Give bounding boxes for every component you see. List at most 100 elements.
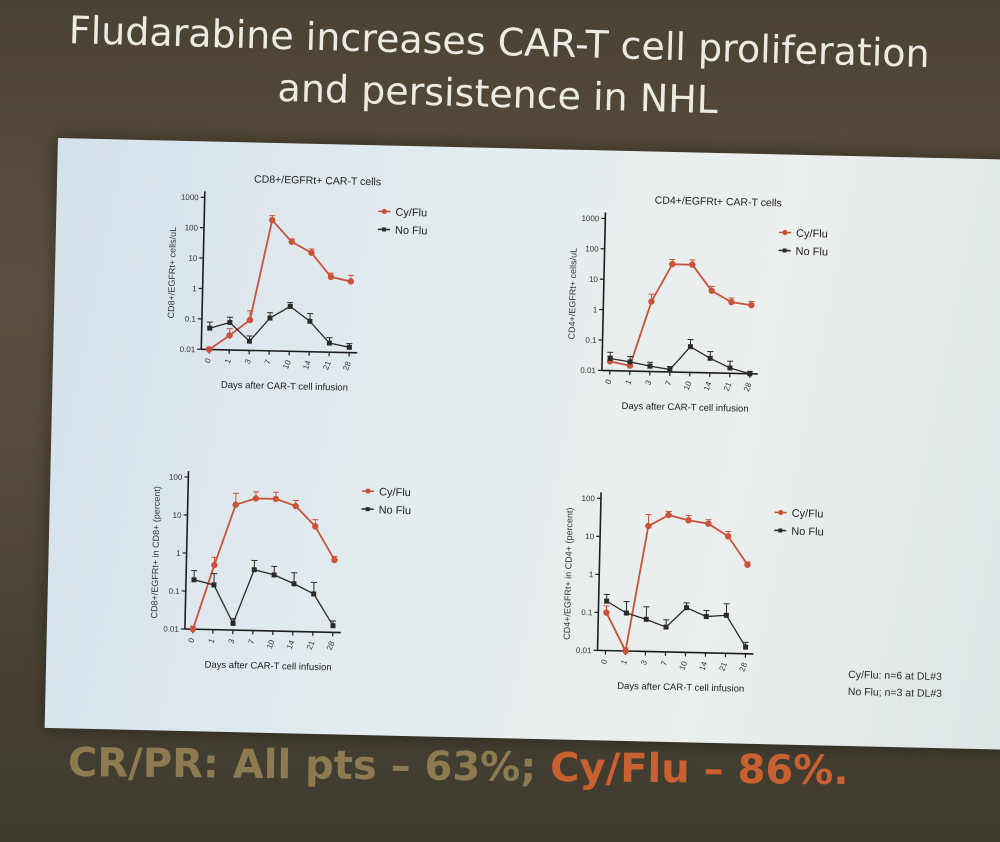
y-tick-label: 1000	[581, 214, 600, 223]
x-axis	[201, 348, 358, 354]
chart-cd8-cells-per-ul: CD8+/EGFRt+ CAR-T cells0.010.11101001000…	[166, 173, 428, 394]
data-point-no-flu	[267, 315, 273, 321]
y-tick-label: 1000	[181, 193, 200, 202]
chart-cd4-cells-per-ul: CD4+/EGFRt+ CAR-T cells0.010.11101001000…	[567, 195, 829, 415]
data-point-no-flu	[211, 582, 217, 588]
x-tick-label: 21	[305, 639, 317, 651]
data-point-cy-flu	[685, 517, 692, 524]
y-tick-label: 10	[172, 511, 182, 520]
data-point-no-flu	[643, 616, 649, 622]
slide-title: Fludarabine increases CAR-T cell prolife…	[0, 2, 1000, 134]
x-axis	[597, 649, 754, 655]
x-tick-label: 10	[281, 358, 293, 370]
data-point-cy-flu	[292, 502, 299, 510]
x-axis-label: Days after CAR-T cell infusion	[221, 380, 348, 394]
data-point-no-flu	[604, 598, 610, 604]
data-point-no-flu	[207, 325, 213, 331]
y-axis	[184, 471, 190, 630]
footnote-line-2: No Flu; n=3 at DL#3	[847, 685, 943, 701]
data-point-cy-flu	[347, 278, 355, 285]
legend-marker	[778, 509, 784, 516]
series-line-cy-flu	[192, 497, 336, 630]
y-axis-label: CD4+/EGFRt+ in CD4+ (percent)	[562, 507, 575, 640]
x-tick-label: 3	[243, 357, 253, 365]
series-line-no-flu	[610, 345, 751, 375]
data-point-cy-flu	[689, 261, 696, 268]
chart-title: CD8+/EGFRt+ CAR-T cells	[254, 173, 381, 188]
x-tick-label: 28	[341, 360, 353, 372]
data-point-cy-flu	[708, 287, 715, 295]
x-tick-label: 7	[659, 659, 669, 667]
data-point-no-flu	[191, 577, 197, 583]
y-tick-label: 0.01	[580, 366, 596, 375]
x-axis-label: Days after CAR-T cell infusion	[204, 659, 331, 673]
x-tick-label: 0	[187, 636, 197, 644]
legend-marker	[782, 248, 787, 253]
data-point-no-flu	[251, 567, 257, 573]
data-point-no-flu	[703, 614, 709, 620]
data-point-no-flu	[723, 612, 729, 618]
series-line-no-flu	[193, 568, 334, 627]
y-axis	[601, 212, 607, 371]
data-point-cy-flu	[669, 261, 676, 268]
data-point-no-flu	[727, 365, 733, 371]
data-point-no-flu	[683, 605, 690, 611]
legend-label-cy-flu: Cy/Flu	[796, 228, 828, 241]
legend-label-no-flu: No Flu	[795, 246, 828, 259]
data-point-cy-flu	[268, 216, 276, 224]
data-point-cy-flu	[744, 561, 751, 568]
x-axis-label: Days after CAR-T cell infusion	[621, 401, 748, 415]
data-point-no-flu	[307, 318, 313, 324]
legend-marker	[365, 507, 370, 512]
response-rate-text: CR/PR: All pts – 63%; Cy/Flu – 86%.	[68, 740, 849, 794]
data-point-cy-flu	[665, 511, 672, 519]
legend-marker	[782, 229, 788, 236]
series-line-cy-flu	[605, 514, 749, 654]
data-point-no-flu	[326, 340, 332, 346]
data-point-cy-flu	[272, 495, 280, 503]
y-tick-label: 100	[581, 494, 595, 503]
data-point-cy-flu	[246, 316, 254, 324]
data-point-no-flu	[623, 610, 629, 616]
y-tick-label: 1	[593, 305, 598, 314]
data-point-cy-flu	[648, 298, 655, 305]
data-point-no-flu	[311, 591, 317, 597]
response-rate-all: CR/PR: All pts – 63%;	[67, 739, 537, 791]
legend-marker	[778, 528, 783, 533]
x-tick-label: 21	[722, 380, 734, 392]
y-tick-label: 10	[188, 254, 198, 263]
data-point-no-flu	[291, 581, 297, 587]
data-point-cy-flu	[211, 561, 218, 569]
legend-marker	[381, 208, 388, 215]
data-point-cy-flu	[308, 249, 315, 257]
x-tick-label: 3	[227, 637, 237, 645]
y-tick-label: 0.01	[180, 345, 196, 354]
x-tick-label: 0	[203, 356, 213, 364]
data-point-no-flu	[747, 371, 753, 377]
data-point-cy-flu	[645, 522, 652, 530]
y-tick-label: 100	[585, 244, 599, 253]
data-point-cy-flu	[312, 523, 319, 530]
y-axis	[200, 191, 206, 350]
data-point-cy-flu	[327, 273, 335, 281]
x-tick-label: 10	[678, 659, 690, 671]
data-point-cy-flu	[189, 625, 197, 633]
x-tick-label: 28	[742, 381, 754, 393]
y-axis	[596, 492, 602, 651]
y-axis-label: CD8+/EGFRt+ cells/uL	[166, 227, 178, 319]
data-point-cy-flu	[252, 495, 260, 502]
data-point-no-flu	[627, 359, 633, 365]
legend-label-no-flu: No Flu	[395, 225, 428, 238]
data-point-cy-flu	[232, 501, 239, 508]
data-point-no-flu	[227, 319, 233, 326]
y-axis-label: CD4+/EGFRt+ cells/uL	[567, 248, 579, 340]
data-point-no-flu	[647, 363, 653, 369]
chart-cd4-percent: 0.01 0.1 1 10 100 0 1 3 7 10 14 21 28 CD4+/EGFRt+ in …	[562, 492, 824, 695]
data-point-cy-flu	[728, 298, 735, 306]
footnote: Cy/Flu: n=6 at DL#3 No Flu; n=3 at DL#3	[848, 667, 943, 703]
x-tick-label: 10	[265, 638, 277, 650]
y-tick-label: 0.1	[185, 315, 197, 324]
x-tick-label: 21	[717, 660, 729, 672]
data-point-no-flu	[687, 344, 693, 350]
